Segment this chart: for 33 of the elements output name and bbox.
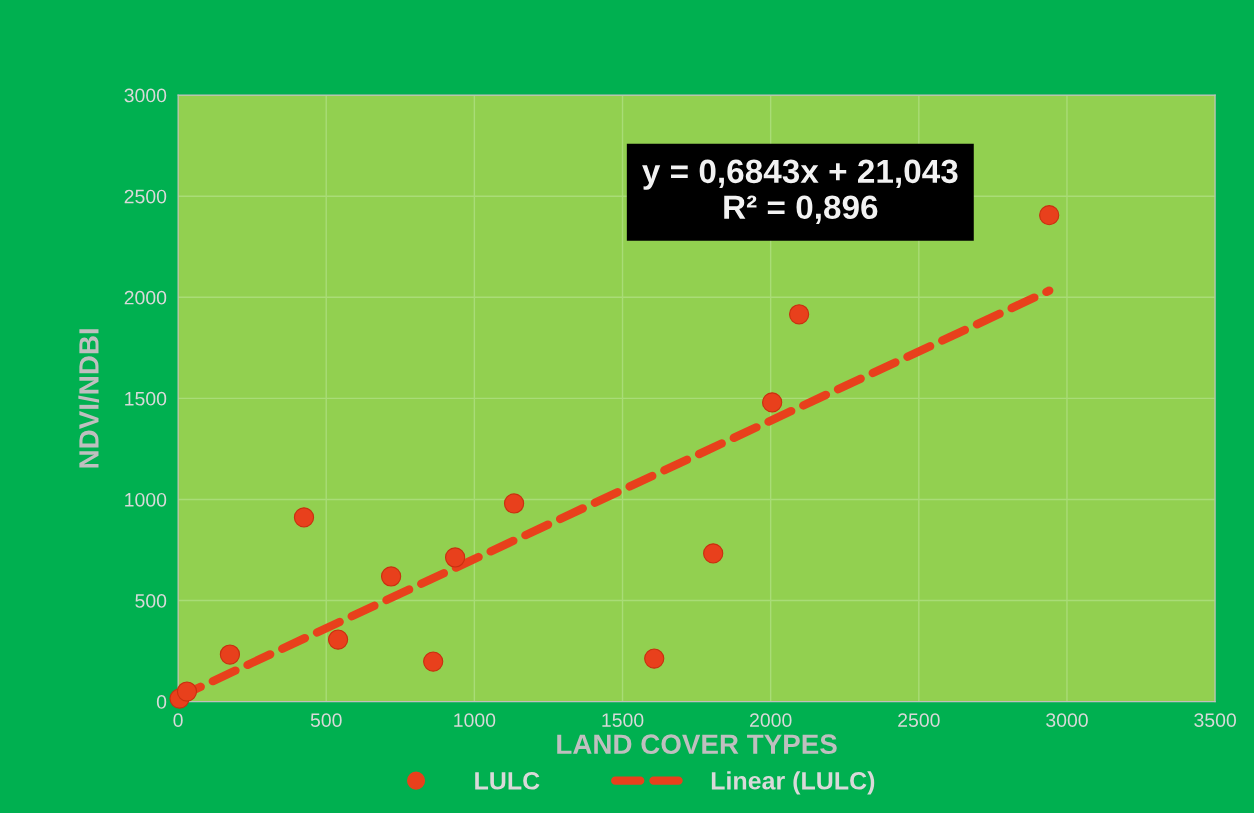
x-tick-label: 1500: [602, 713, 644, 728]
y-tick-label: 2500: [124, 189, 167, 204]
point: [703, 543, 724, 564]
y-tick-label: 1500: [125, 391, 167, 406]
x-tick-label: 3000: [1046, 713, 1088, 728]
x-tick-label: 2500: [898, 713, 940, 728]
point: [327, 629, 349, 650]
point: [503, 493, 525, 514]
x-axis-title: LAND COVER TYPES: [557, 734, 837, 755]
point: [1039, 205, 1060, 226]
point: [644, 648, 665, 669]
x-tick-label: 500: [310, 713, 342, 728]
y-tick-label: 3000: [124, 88, 167, 103]
legend-label: LULC: [475, 771, 540, 790]
legend-label: Linear (LULC): [711, 771, 875, 795]
y-tick-label: 1000: [125, 492, 167, 507]
point: [293, 507, 315, 528]
x-tick-label: 1000: [454, 713, 496, 728]
point: [176, 681, 198, 702]
point: [762, 392, 783, 413]
y-tick-label: 2000: [124, 290, 167, 305]
y-tick-label: 0: [156, 695, 167, 709]
y-axis-title: NDVI/NDBI: [78, 329, 100, 468]
point: [380, 566, 402, 587]
y-tick-label: 500: [135, 594, 167, 608]
x-tick-label: 2000: [750, 713, 792, 728]
point: [423, 651, 444, 672]
point: [788, 304, 810, 325]
x-tick-label: 3500: [1194, 713, 1236, 728]
point: [444, 547, 466, 568]
x-tick-label: 0: [173, 713, 183, 728]
annotation: y = 0,6843x + 21,043 R² = 0,896: [642, 159, 958, 224]
point: [219, 644, 241, 665]
